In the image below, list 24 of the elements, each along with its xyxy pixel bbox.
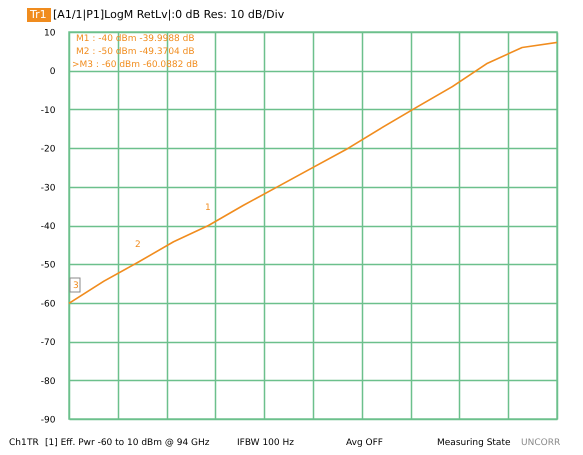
y-tick-label: -60 bbox=[40, 299, 56, 310]
annotation: 1 bbox=[205, 203, 211, 213]
y-tick-label: -70 bbox=[40, 338, 56, 348]
y-tick-label: -20 bbox=[40, 144, 56, 155]
text: IFBW 100 Hz bbox=[237, 438, 294, 448]
line-series bbox=[68, 42, 558, 304]
annotation: 2 bbox=[135, 240, 141, 250]
y-tick-label: 10 bbox=[44, 28, 56, 38]
text: TR bbox=[26, 438, 39, 448]
text: UNCORR bbox=[521, 438, 560, 448]
text: Tr1 bbox=[29, 8, 47, 21]
text: Measuring State bbox=[437, 438, 511, 448]
chart-title: [A1/1|P1]LogM RetLv|:0 dB Res: 10 dB/Div bbox=[53, 8, 285, 21]
y-tick-label: 0 bbox=[50, 67, 56, 78]
y-tick-label: -30 bbox=[40, 183, 56, 194]
annotation: 3 bbox=[73, 281, 79, 291]
y-tick-label: -50 bbox=[40, 260, 56, 271]
text: Ch1 bbox=[9, 438, 27, 448]
text: Avg OFF bbox=[346, 438, 383, 448]
y-tick-label: -90 bbox=[40, 416, 56, 426]
y-tick-label: -80 bbox=[40, 376, 56, 387]
text: [1] Eff. Pwr -60 to 10 dBm @ 94 GHz bbox=[45, 438, 210, 448]
y-tick-label: -10 bbox=[40, 106, 56, 116]
y-tick-label: -40 bbox=[40, 222, 56, 232]
